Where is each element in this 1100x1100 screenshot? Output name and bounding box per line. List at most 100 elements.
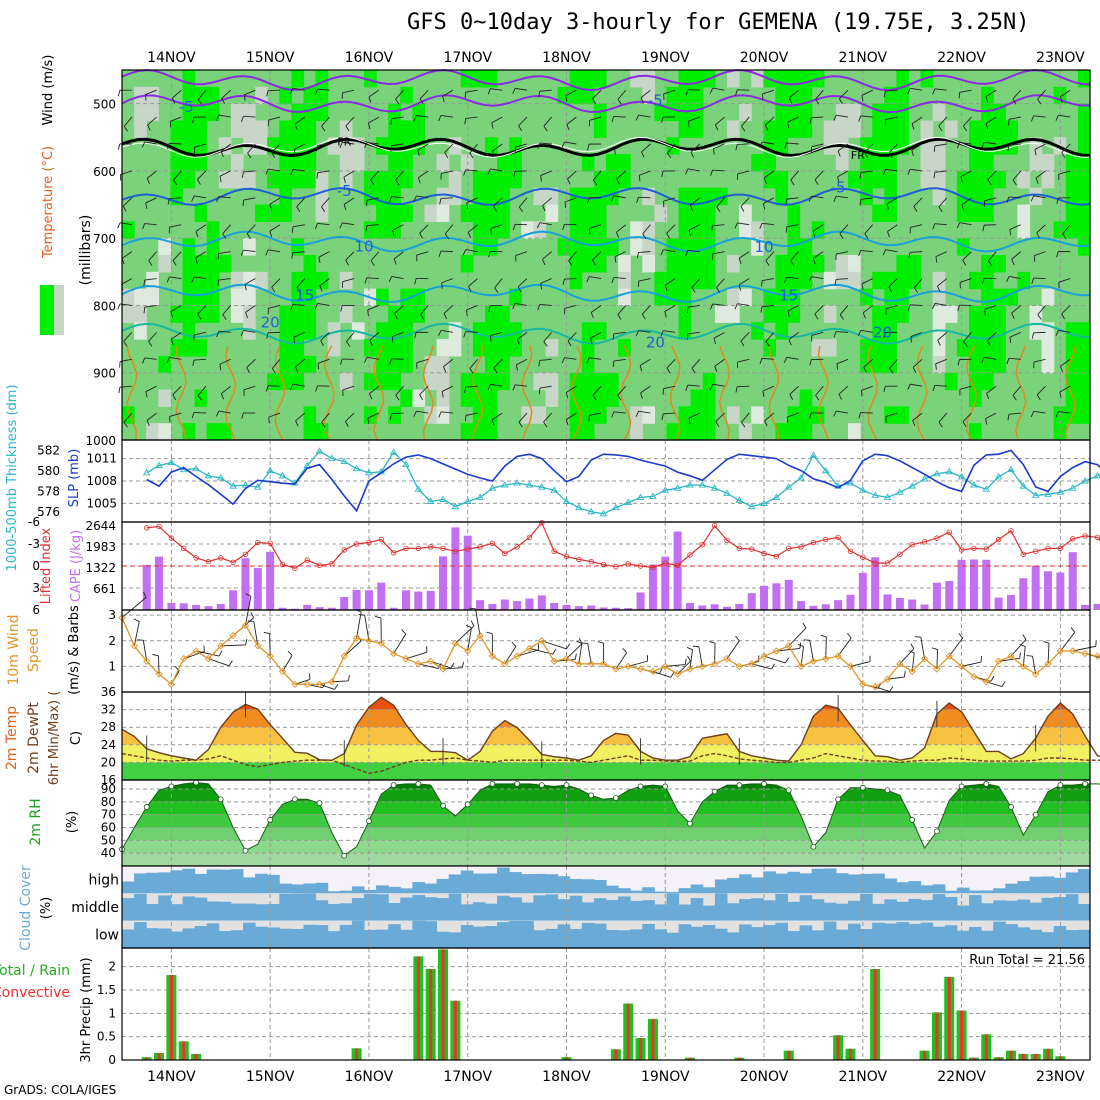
rh-cell [690,406,704,424]
wind-barb [440,197,453,199]
wind-barb-feather [691,287,696,293]
wind-barb [317,170,330,174]
cloud-bar [969,890,982,894]
rh-cell [1017,271,1031,290]
wind-barb-feather [907,169,911,175]
li-marker [711,522,718,529]
rh-cell [896,288,910,307]
cloud-bar [823,868,837,894]
y-tick-label: 28 [101,720,116,734]
precip-conv-bar [416,956,420,1060]
y-axis-title: (millibars) [78,215,94,286]
wind-barb [985,89,997,97]
wind-barb [317,302,330,306]
rh-cell [787,238,801,256]
wind-barb [885,412,898,417]
wind-barb-feather [518,421,523,428]
wind-barb-feather [512,88,516,95]
li-marker [403,545,409,552]
wind-barb-feather [441,282,443,289]
wind-barb-feather [857,330,862,336]
wind-barb-feather [166,143,170,150]
wind-barb-feather [117,222,121,229]
wind-barb-feather [173,179,178,186]
rh-cell [182,170,196,189]
wind-barb-feather [839,233,844,239]
rh-cell [932,288,946,307]
wind-barb-feather [152,654,159,657]
wind-barb [418,170,429,179]
wind-barb-feather [734,303,738,310]
wind-barb [885,168,898,172]
wind-barb [466,305,478,311]
cloud-bar [727,932,740,948]
wind-barb-feather [985,96,989,103]
cape-bar [179,603,188,610]
rh-cell [775,86,789,105]
rh-cell [654,204,668,222]
wind-barb [935,358,947,365]
x-tick-label-bottom: 14NOV [147,1069,196,1085]
precip-conv-bar [614,1049,618,1060]
li-marker [1057,545,1064,552]
wind-barb-feather [364,142,368,149]
wind-barb-feather [142,223,146,230]
thickness-marker [155,461,163,469]
rh-cell [279,355,292,374]
rh-cell [400,86,413,105]
cloud-bar [146,903,159,921]
cloud-bar [981,930,994,948]
wind-barb-feather [468,286,472,292]
cloud-bar [727,877,740,894]
wind-barb [1034,251,1046,257]
rh-cell [194,288,208,307]
rh-cell [593,120,607,138]
wind-barb-feather [465,624,472,629]
thickness-marker [229,482,237,489]
wind-barb [1033,195,1046,199]
rh-cell [1077,170,1091,189]
wind-speed-marker [476,631,484,640]
wind-barb-feather [837,150,841,157]
rh-cell [134,322,147,340]
wind-barb-feather [1037,314,1042,320]
wind-barb [368,116,380,124]
wind-barb-feather [146,178,150,185]
cloud-bar [533,873,546,894]
wind-barb [963,116,972,127]
li-marker [748,546,755,552]
rh-cell [799,271,813,290]
wind-barb-feather [166,276,170,283]
li-marker [588,558,594,565]
li-marker [637,563,644,569]
wind-barb [293,331,305,338]
wind-barb-feather [861,95,864,102]
rh-cell [230,288,244,307]
rh-cell [727,305,740,323]
wind-barb [836,410,849,414]
wind-barb-feather [1056,251,1059,258]
rh-cell [775,271,789,290]
wind-barb-feather [639,365,643,372]
rh-cell [388,120,401,138]
wind-barb-feather [145,202,148,209]
temp-band [122,762,1090,780]
wind-barb [862,305,873,314]
thickness-marker [587,507,595,515]
rh-cell [1077,389,1091,407]
y-tick-label-right: 1322 [85,561,116,575]
rh-cell [376,221,389,239]
rh-cell [1077,221,1091,239]
rh-cell [606,372,619,391]
cloud-bar [581,922,595,948]
wind-barb-feather [221,98,225,104]
wind-barb-feather [172,260,177,266]
wind-barb-feather [963,341,968,347]
wind-barb [317,358,330,364]
rh-cell [436,372,450,391]
rh-cell [400,120,413,138]
wind-barb [712,169,725,172]
wind-barb [218,251,231,254]
cape-bar [550,603,559,610]
wind-barb [268,412,281,418]
